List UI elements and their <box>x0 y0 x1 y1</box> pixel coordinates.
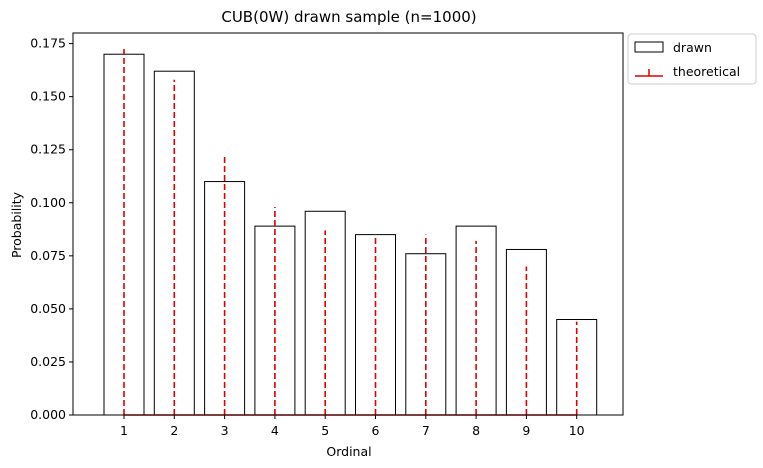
y-tick-label: 0.150 <box>30 89 66 104</box>
x-tick-label: 3 <box>221 423 229 438</box>
drawn-bars <box>103 53 598 416</box>
legend-drawn-swatch <box>634 41 664 53</box>
legend: drawn theoretical <box>627 33 757 85</box>
y-tick-label: 0.100 <box>30 195 66 210</box>
x-axis-ticks: 1 2 3 4 5 6 7 8 9 10 <box>120 415 585 438</box>
y-tick-label: 0.025 <box>30 354 66 369</box>
x-tick-label: 8 <box>472 423 480 438</box>
x-tick-label: 5 <box>321 423 329 438</box>
y-tick-label: 0.075 <box>30 248 66 263</box>
y-tick-label: 0.000 <box>30 407 66 422</box>
y-tick-label: 0.175 <box>30 36 66 51</box>
x-tick-label: 6 <box>372 423 380 438</box>
x-tick-label: 4 <box>271 423 279 438</box>
y-axis-ticks: 0.000 0.025 0.050 0.075 0.100 0.125 0.150 0.175 <box>30 36 73 422</box>
x-tick-label: 10 <box>569 423 585 438</box>
y-tick-label: 0.050 <box>30 301 66 316</box>
x-tick-label: 2 <box>170 423 178 438</box>
chart-title: CUB(0W) drawn sample (n=1000) <box>221 8 476 26</box>
x-tick-label: 1 <box>120 423 128 438</box>
y-axis-label: Probability <box>9 191 24 258</box>
x-tick-label: 9 <box>522 423 530 438</box>
legend-drawn-label: drawn <box>673 40 712 55</box>
x-tick-label: 7 <box>422 423 430 438</box>
legend-theoretical-label: theoretical <box>673 64 740 79</box>
y-tick-label: 0.125 <box>30 142 66 157</box>
legend-frame <box>627 33 757 85</box>
plot-frame <box>72 32 624 416</box>
x-axis-label: Ordinal <box>326 444 371 459</box>
theoretical-stems <box>123 47 578 415</box>
